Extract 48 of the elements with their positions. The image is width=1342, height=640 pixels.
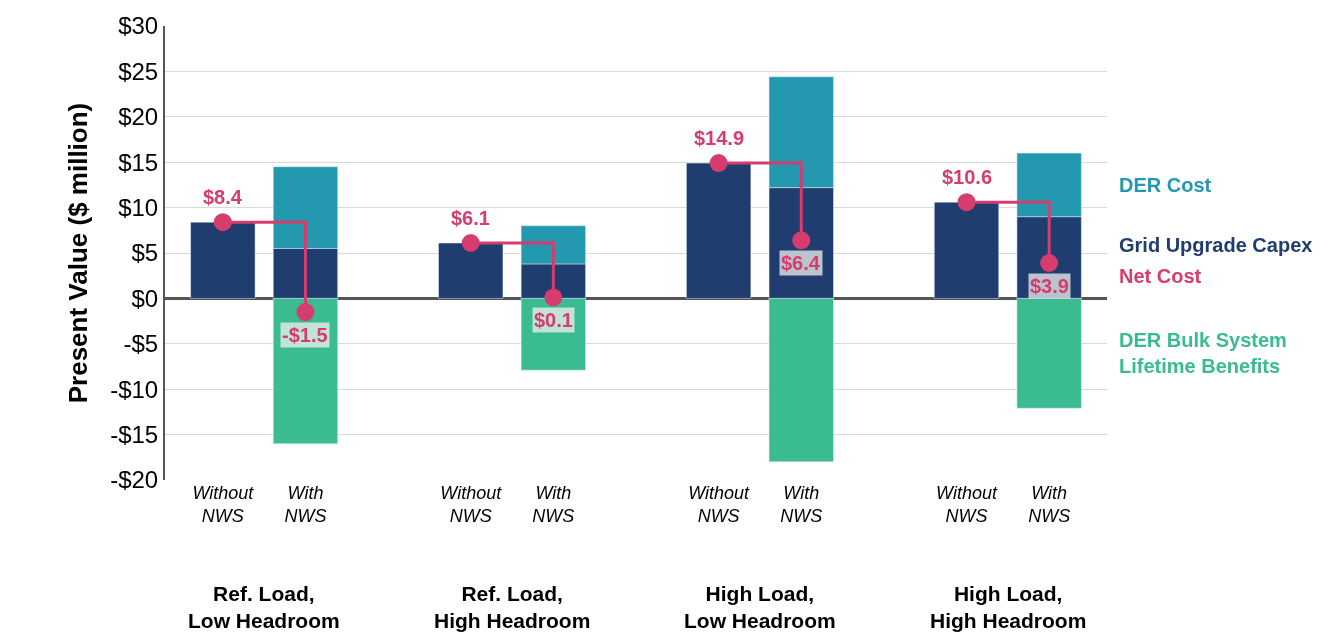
data-label: $6.1 [451, 207, 490, 229]
point [544, 288, 563, 307]
x-tick-label: Without NWS [192, 483, 255, 527]
text: Ref. Load, High Headroom [434, 582, 591, 633]
y-tick-label: $30 [118, 12, 159, 40]
text: Ref. Load, Low Headroom [188, 582, 340, 633]
point [461, 234, 480, 252]
point [296, 303, 315, 322]
point [709, 154, 728, 173]
y-tick-label: $25 [118, 57, 159, 85]
text: Net Cost [1119, 265, 1202, 287]
x-tick-label: With NWS [284, 483, 327, 527]
y-tick-label: $5 [131, 239, 159, 267]
data-label: -$1.5 [282, 324, 328, 346]
y-tick-label: -$20 [110, 466, 159, 494]
data-label: $3.9 [1030, 275, 1069, 297]
y-tick-label: $15 [118, 148, 159, 176]
y-axis-title: Present Value ($ million) [63, 102, 94, 404]
bar [934, 201, 999, 299]
point [792, 231, 811, 250]
text: High Load, High Headroom [930, 582, 1087, 633]
data-label: $0.1 [534, 309, 573, 331]
x-tick-label: With NWS [532, 483, 575, 527]
point [213, 213, 232, 232]
bar [190, 221, 256, 299]
data-label: $14.9 [694, 127, 745, 149]
y-tick-label: -$10 [110, 375, 159, 403]
bar [438, 242, 504, 299]
y-tick-label: $20 [118, 103, 159, 131]
series-label: DER Bulk System Lifetime Benefits [1119, 329, 1287, 377]
bar [686, 162, 752, 299]
data-label: $6.4 [781, 252, 821, 274]
series-label: DER Cost [1119, 174, 1212, 196]
text: High Load, Low Headroom [684, 582, 836, 633]
y-tick-label: -$15 [110, 421, 159, 448]
x-tick-label: Without NWS [440, 483, 503, 527]
x-tick-label: With NWS [780, 483, 823, 527]
y-tick-label: -$5 [123, 330, 159, 358]
series-label: Grid Upgrade Capex [1119, 234, 1313, 256]
y-tick-label: $10 [118, 194, 159, 221]
x-tick-label: Without NWS [936, 483, 998, 527]
x-tick-label: With NWS [1028, 483, 1071, 527]
point [1040, 253, 1059, 272]
point [957, 193, 976, 212]
x-tick-label: Without NWS [688, 483, 751, 527]
y-tick-label: $0 [131, 284, 159, 312]
data-label: $10.6 [942, 166, 993, 188]
data-label: $8.4 [203, 186, 243, 208]
